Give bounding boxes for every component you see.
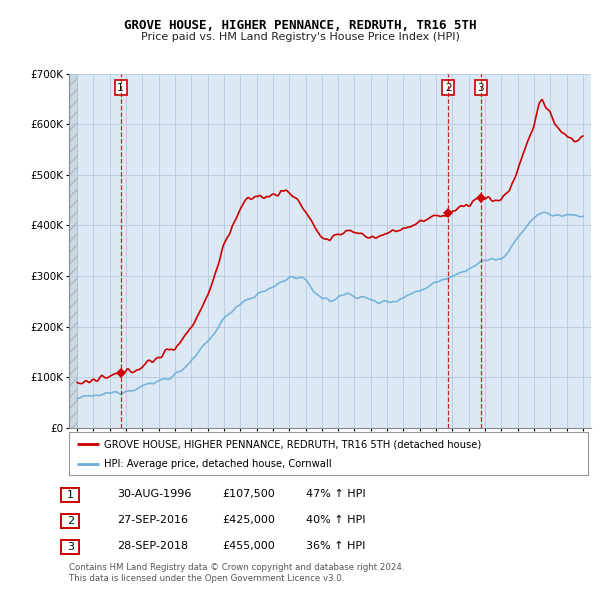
Text: 47% ↑ HPI: 47% ↑ HPI xyxy=(306,490,365,499)
Text: £455,000: £455,000 xyxy=(222,542,275,551)
Text: 1: 1 xyxy=(67,490,74,500)
Text: HPI: Average price, detached house, Cornwall: HPI: Average price, detached house, Corn… xyxy=(104,460,332,469)
Text: 2: 2 xyxy=(67,516,74,526)
Text: GROVE HOUSE, HIGHER PENNANCE, REDRUTH, TR16 5TH: GROVE HOUSE, HIGHER PENNANCE, REDRUTH, T… xyxy=(124,19,476,32)
Text: 2: 2 xyxy=(445,83,451,93)
Text: GROVE HOUSE, HIGHER PENNANCE, REDRUTH, TR16 5TH (detached house): GROVE HOUSE, HIGHER PENNANCE, REDRUTH, T… xyxy=(104,440,482,450)
Text: 1: 1 xyxy=(118,83,124,93)
Text: 3: 3 xyxy=(67,542,74,552)
Text: Price paid vs. HM Land Registry's House Price Index (HPI): Price paid vs. HM Land Registry's House … xyxy=(140,32,460,42)
Text: £107,500: £107,500 xyxy=(222,490,275,499)
Text: 27-SEP-2016: 27-SEP-2016 xyxy=(117,516,188,525)
Text: This data is licensed under the Open Government Licence v3.0.: This data is licensed under the Open Gov… xyxy=(69,574,344,583)
Text: 40% ↑ HPI: 40% ↑ HPI xyxy=(306,516,365,525)
Text: Contains HM Land Registry data © Crown copyright and database right 2024.: Contains HM Land Registry data © Crown c… xyxy=(69,563,404,572)
Text: 28-SEP-2018: 28-SEP-2018 xyxy=(117,542,188,551)
Text: £425,000: £425,000 xyxy=(222,516,275,525)
Text: 3: 3 xyxy=(478,83,484,93)
Bar xyxy=(69,74,77,428)
Bar xyxy=(69,74,77,428)
Text: 36% ↑ HPI: 36% ↑ HPI xyxy=(306,542,365,551)
Text: 30-AUG-1996: 30-AUG-1996 xyxy=(117,490,191,499)
